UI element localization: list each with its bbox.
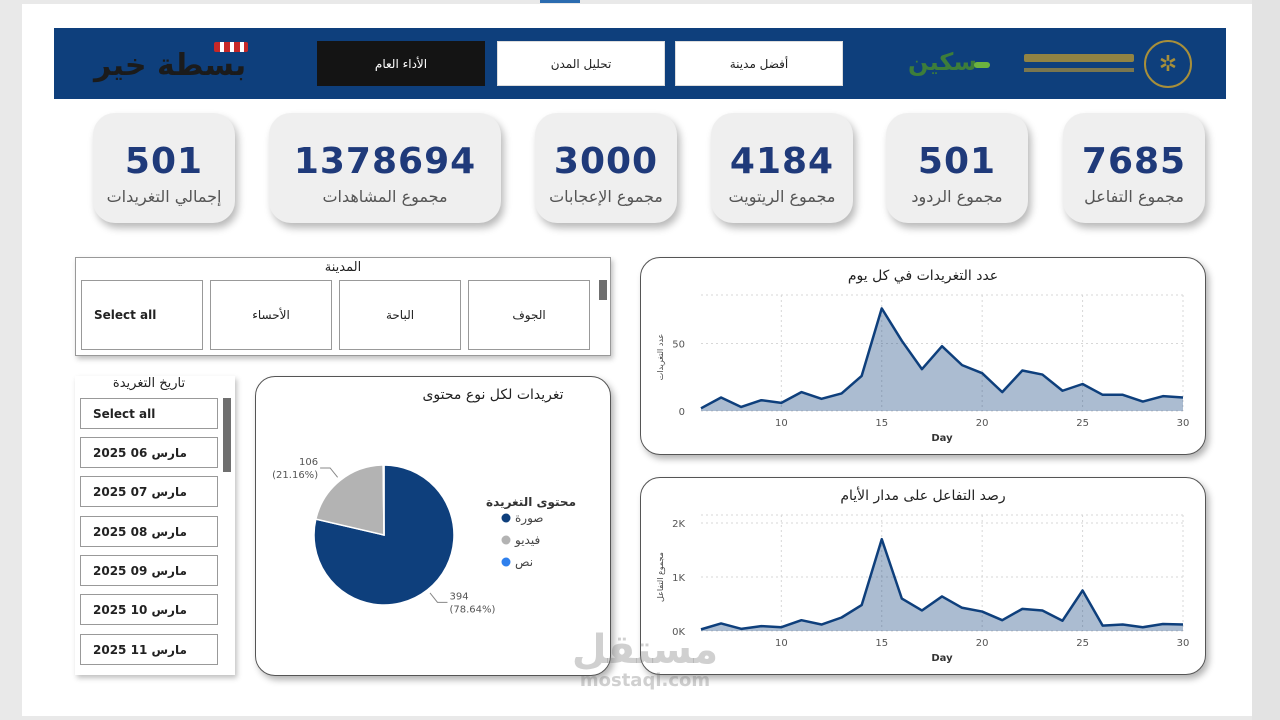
nav-button-general-performance[interactable]: الأداء العام <box>317 41 485 86</box>
city-option-ahsa[interactable]: الأحساء <box>210 280 332 350</box>
engagement-area-chart: 0K 1K 2K 10 15 20 25 30 Day مجموع التفاعل <box>656 514 1190 664</box>
city-option-baha[interactable]: الباحة <box>339 280 461 350</box>
kpi-value: 501 <box>917 141 997 182</box>
kpi-total-engagement: 7685 مجموع التفاعل <box>1063 113 1205 223</box>
kpi-total-views: 1378694 مجموع المشاهدات <box>269 113 501 223</box>
x-tick-label: 25 <box>1076 638 1089 649</box>
x-tick-label: 15 <box>875 638 888 649</box>
right-gutter <box>1252 0 1280 720</box>
nav-button-best-city[interactable]: أفضل مدينة <box>675 41 843 86</box>
date-slicer: تاريخ التغريدة Select all مارس 06 2025 م… <box>75 376 235 675</box>
nav-button-city-analysis[interactable]: تحليل المدن <box>497 41 665 86</box>
watermark-url: mostaql.com <box>579 670 711 691</box>
x-tick-label: 20 <box>976 418 989 429</box>
legend-label-0: صورة <box>515 511 543 526</box>
date-slicer-title: تاريخ التغريدة <box>112 376 186 391</box>
series-line[interactable] <box>700 307 1184 410</box>
brand-logo: بسطة خير <box>94 42 254 86</box>
ministry-name <box>1024 68 1134 72</box>
pie-slice-1[interactable] <box>314 464 385 536</box>
kpi-label: مجموع الإعجابات <box>549 187 663 206</box>
kpi-total-tweets: 501 إجمالي التغريدات <box>93 113 235 223</box>
x-tick-label: 15 <box>875 418 888 429</box>
pie-chart: 394 (78.64%) 106 (21.16%) محتوى التغريدةصورة… <box>272 457 576 615</box>
legend-swatch-2 <box>501 557 511 567</box>
engagement-per-day-card: رصد التفاعل على مدار الأيام 0K 1K 2K 10 15 20… <box>640 477 1206 675</box>
watermark-arabic: مستقل <box>571 627 719 673</box>
kpi-value: 3000 <box>553 141 659 182</box>
kpi-value: 1378694 <box>293 141 477 182</box>
pie-value-label: 394 <box>449 591 468 602</box>
legend-label-2: نص <box>515 555 533 570</box>
city-option-select-all[interactable]: Select all <box>81 280 203 350</box>
x-tick-label: 10 <box>775 418 788 429</box>
sakani-logo: سكين <box>904 48 994 84</box>
kpi-total-likes: 3000 مجموع الإعجابات <box>535 113 677 223</box>
y-tick-label: 1K <box>672 573 685 584</box>
y-tick-label: 0 <box>679 407 685 418</box>
kpi-label: إجمالي التغريدات <box>106 187 222 206</box>
pie-leader-line <box>320 467 339 478</box>
pie-percent-label: (21.16%) <box>272 470 318 481</box>
date-option[interactable]: مارس 08 2025 <box>80 516 218 547</box>
tweets-chart-title: عدد التغريدات في كل يوم <box>847 268 999 284</box>
legend-swatch-0 <box>501 513 511 523</box>
kpi-label: مجموع الريتويت <box>728 187 836 206</box>
tweets-area-chart: 0 50 10 15 20 25 30 Day عدد التغريدات <box>656 294 1190 444</box>
y-axis-label: مجموع التفاعل <box>656 552 665 602</box>
pie-chart-title: تغريدات لكل نوع محتوى <box>422 387 564 403</box>
date-option[interactable]: مارس 10 2025 <box>80 594 218 625</box>
kpi-total-replies: 501 مجموع الردود <box>886 113 1028 223</box>
x-tick-label: 30 <box>1177 418 1190 429</box>
city-option-jouf[interactable]: الجوف <box>468 280 590 350</box>
brand-name: بسطة خير <box>94 48 247 83</box>
header-bar: بسطة خير الأداء العام تحليل المدن أفضل م… <box>54 28 1226 99</box>
city-slicer-scrollbar[interactable] <box>599 280 607 300</box>
engagement-chart-title: رصد التفاعل على مدار الأيام <box>840 488 1006 504</box>
area-fill <box>701 539 1183 631</box>
date-slicer-scrollbar[interactable] <box>223 398 231 472</box>
kpi-value: 4184 <box>729 141 835 182</box>
kpi-label: مجموع التفاعل <box>1084 187 1184 206</box>
y-tick-label: 50 <box>672 340 685 351</box>
date-option[interactable]: مارس 09 2025 <box>80 555 218 586</box>
area-fill <box>701 308 1183 411</box>
kpi-label: مجموع الردود <box>911 187 1003 206</box>
pie-slice-2[interactable] <box>382 464 385 536</box>
city-slicer: المدينة Select all الأحساء الباحة الجوف <box>75 257 611 356</box>
legend-label-1: فيديو <box>514 533 540 548</box>
kpi-total-retweets: 4184 مجموع الريتويت <box>711 113 853 223</box>
pie-percent-label: (78.64%) <box>449 604 495 615</box>
x-tick-label: 30 <box>1177 638 1190 649</box>
date-option[interactable]: مارس 11 2025 <box>80 634 218 665</box>
date-option[interactable]: مارس 07 2025 <box>80 476 218 507</box>
kpi-label: مجموع المشاهدات <box>322 187 448 206</box>
watermark: مستقل mostaql.com <box>560 630 730 691</box>
x-tick-label: 20 <box>976 638 989 649</box>
x-tick-label: 25 <box>1076 418 1089 429</box>
x-tick-label: 10 <box>775 638 788 649</box>
awning-icon <box>214 42 248 52</box>
palm-seal-icon: ✲ <box>1144 40 1192 88</box>
top-scroll-marker <box>540 0 580 3</box>
x-axis-label: Day <box>931 653 953 664</box>
y-tick-label: 0K <box>672 627 685 638</box>
series-line[interactable] <box>700 537 1184 631</box>
pie-value-label: 106 <box>299 457 318 468</box>
y-tick-label: 2K <box>672 519 685 530</box>
city-slicer-title: المدينة <box>324 260 362 275</box>
date-option[interactable]: مارس 06 2025 <box>80 437 218 468</box>
pie-leader-line <box>429 592 448 603</box>
tweets-per-day-card: عدد التغريدات في كل يوم 0 50 10 15 20 25 30 Day… <box>640 257 1206 455</box>
ministry-logo: ✲ <box>1024 40 1204 88</box>
kpi-value: 7685 <box>1081 141 1187 182</box>
kpi-value: 501 <box>124 141 204 182</box>
date-option-select-all[interactable]: Select all <box>80 398 218 429</box>
y-axis-label: عدد التغريدات <box>656 334 665 381</box>
x-axis-label: Day <box>931 433 953 444</box>
content-type-pie-card: تغريدات لكل نوع محتوى 394 (78.64%) 106 (21.… <box>255 376 611 676</box>
legend-swatch-1 <box>501 535 511 545</box>
pie-legend-title: محتوى التغريدة <box>486 495 576 510</box>
